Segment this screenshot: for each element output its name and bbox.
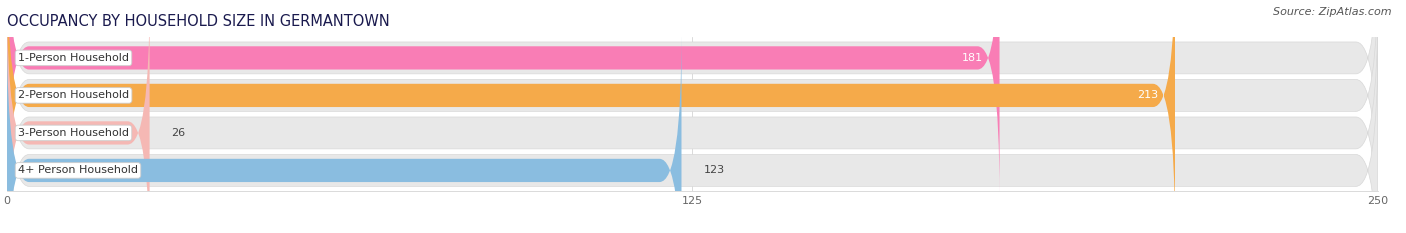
Text: OCCUPANCY BY HOUSEHOLD SIZE IN GERMANTOWN: OCCUPANCY BY HOUSEHOLD SIZE IN GERMANTOW…: [7, 14, 389, 29]
FancyBboxPatch shape: [7, 0, 1000, 196]
Text: 3-Person Household: 3-Person Household: [18, 128, 129, 138]
FancyBboxPatch shape: [7, 32, 682, 233]
FancyBboxPatch shape: [7, 0, 149, 233]
Text: 123: 123: [703, 165, 724, 175]
Text: 181: 181: [962, 53, 983, 63]
FancyBboxPatch shape: [7, 0, 1378, 233]
FancyBboxPatch shape: [7, 0, 1175, 233]
FancyBboxPatch shape: [7, 36, 1378, 233]
Text: Source: ZipAtlas.com: Source: ZipAtlas.com: [1274, 7, 1392, 17]
FancyBboxPatch shape: [7, 0, 1378, 192]
FancyBboxPatch shape: [7, 0, 1378, 230]
Text: 4+ Person Household: 4+ Person Household: [18, 165, 138, 175]
Text: 213: 213: [1137, 90, 1159, 100]
Text: 26: 26: [172, 128, 186, 138]
Text: 1-Person Household: 1-Person Household: [18, 53, 129, 63]
Text: 2-Person Household: 2-Person Household: [18, 90, 129, 100]
